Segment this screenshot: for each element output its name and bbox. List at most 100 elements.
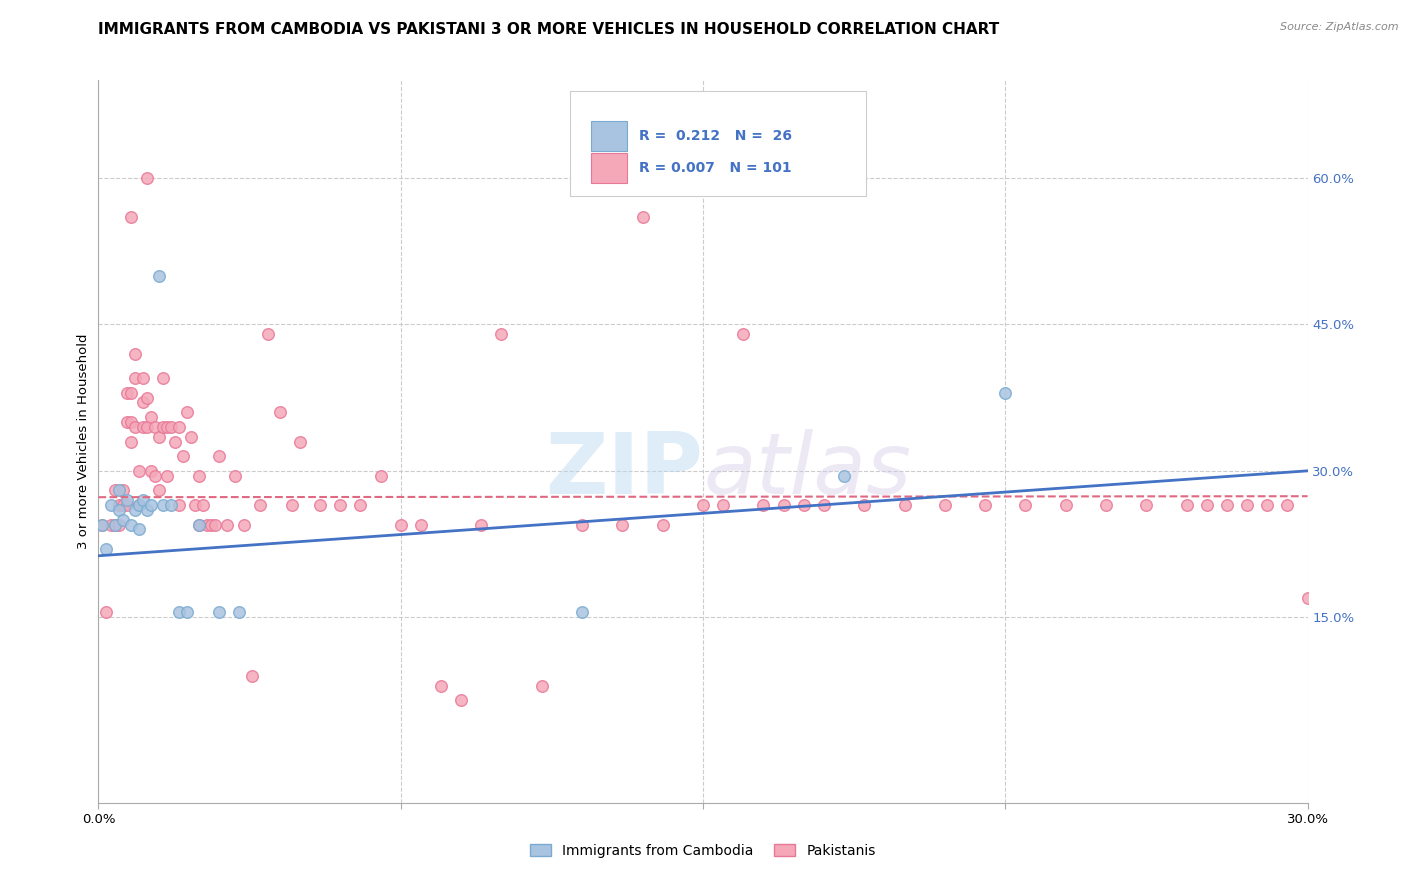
Point	[107, 483, 129, 498]
Point	[128, 498, 150, 512]
Point	[100, 517, 122, 532]
Point	[148, 483, 170, 498]
Point	[167, 420, 190, 434]
Point	[128, 498, 150, 512]
Point	[195, 517, 218, 532]
Point	[450, 693, 472, 707]
Point	[132, 493, 155, 508]
Point	[124, 371, 146, 385]
Point	[135, 503, 157, 517]
Point	[115, 498, 138, 512]
Point	[143, 468, 166, 483]
Point	[148, 268, 170, 283]
Point	[152, 371, 174, 385]
Point	[1216, 498, 1239, 512]
Point	[139, 410, 162, 425]
Point	[571, 517, 593, 532]
Point	[772, 498, 794, 512]
Point	[1357, 498, 1379, 512]
Point	[631, 210, 654, 224]
Point	[152, 420, 174, 434]
Point	[813, 498, 835, 512]
Point	[96, 606, 118, 620]
Point	[692, 498, 714, 512]
Point	[240, 669, 263, 683]
Point	[200, 517, 222, 532]
Point	[224, 468, 246, 483]
Point	[389, 517, 412, 532]
Point	[91, 517, 114, 532]
Point	[188, 517, 211, 532]
Point	[232, 517, 254, 532]
Point	[111, 483, 134, 498]
FancyBboxPatch shape	[591, 120, 627, 151]
Point	[91, 517, 114, 532]
Point	[103, 517, 125, 532]
Point	[167, 498, 190, 512]
Point	[893, 498, 915, 512]
Point	[107, 517, 129, 532]
Point	[180, 430, 202, 444]
Point	[132, 371, 155, 385]
Point	[115, 415, 138, 429]
Point	[1135, 498, 1157, 512]
Point	[163, 434, 186, 449]
Point	[107, 498, 129, 512]
Point	[208, 449, 231, 463]
Point	[994, 385, 1017, 400]
Point	[193, 498, 215, 512]
Text: Source: ZipAtlas.com: Source: ZipAtlas.com	[1281, 22, 1399, 32]
Point	[128, 464, 150, 478]
Point	[711, 498, 734, 512]
Point	[204, 517, 226, 532]
Point	[188, 468, 211, 483]
Legend: Immigrants from Cambodia, Pakistanis: Immigrants from Cambodia, Pakistanis	[523, 837, 883, 864]
Point	[269, 405, 291, 419]
Point	[124, 503, 146, 517]
Point	[934, 498, 956, 512]
Point	[100, 498, 122, 512]
Point	[120, 434, 142, 449]
Text: R = 0.007   N = 101: R = 0.007 N = 101	[638, 161, 792, 175]
Point	[309, 498, 332, 512]
Point	[139, 464, 162, 478]
Point	[167, 606, 190, 620]
Point	[281, 498, 304, 512]
Text: ZIP: ZIP	[546, 429, 703, 512]
Point	[793, 498, 815, 512]
Point	[135, 391, 157, 405]
Point	[1337, 498, 1360, 512]
Point	[156, 468, 179, 483]
Point	[96, 541, 118, 556]
Point	[120, 385, 142, 400]
Point	[530, 679, 553, 693]
Point	[139, 498, 162, 512]
Point	[853, 498, 876, 512]
Text: IMMIGRANTS FROM CAMBODIA VS PAKISTANI 3 OR MORE VEHICLES IN HOUSEHOLD CORRELATIO: IMMIGRANTS FROM CAMBODIA VS PAKISTANI 3 …	[98, 22, 1000, 37]
Point	[152, 498, 174, 512]
Point	[832, 468, 855, 483]
Point	[430, 679, 453, 693]
Point	[120, 210, 142, 224]
Point	[249, 498, 271, 512]
Point	[107, 503, 129, 517]
Point	[1277, 498, 1299, 512]
Point	[208, 606, 231, 620]
Point	[115, 493, 138, 508]
Point	[184, 498, 207, 512]
Point	[1256, 498, 1278, 512]
Point	[156, 420, 179, 434]
Point	[612, 517, 634, 532]
Text: atlas: atlas	[703, 429, 911, 512]
FancyBboxPatch shape	[569, 91, 866, 196]
Y-axis label: 3 or more Vehicles in Household: 3 or more Vehicles in Household	[77, 334, 90, 549]
Point	[124, 346, 146, 360]
Point	[1095, 498, 1118, 512]
Point	[349, 498, 371, 512]
Point	[651, 517, 673, 532]
Point	[370, 468, 392, 483]
Point	[974, 498, 997, 512]
Point	[1195, 498, 1218, 512]
Point	[160, 420, 183, 434]
Point	[111, 498, 134, 512]
